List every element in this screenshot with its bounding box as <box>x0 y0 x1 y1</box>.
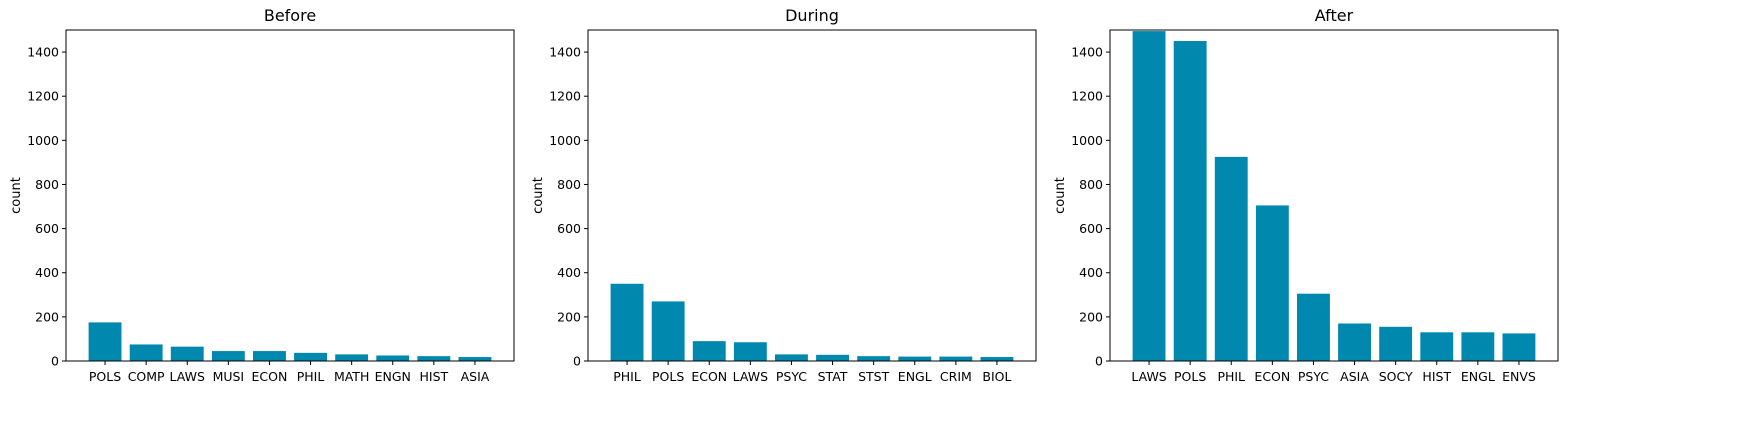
bar-laws <box>733 342 767 361</box>
bar-crim <box>939 356 973 361</box>
bar-stat <box>816 354 849 361</box>
bar-phil <box>1214 156 1248 361</box>
bar-engl <box>1461 332 1495 361</box>
x-tick-label: PSYC <box>1298 369 1329 384</box>
x-tick-label: POLS <box>1174 369 1206 384</box>
y-tick-label: 1200 <box>549 89 581 104</box>
x-tick-label: ENVS <box>1502 369 1536 384</box>
x-tick-label: CRIM <box>940 369 972 384</box>
y-axis-label: count <box>1053 177 1068 214</box>
y-tick-label: 1000 <box>27 133 59 148</box>
x-tick-label: POLS <box>652 369 684 384</box>
x-tick-label: ENGN <box>375 369 411 384</box>
x-tick-label: LAWS <box>170 369 205 384</box>
bar-hist <box>417 356 451 361</box>
bar-pols <box>88 322 122 361</box>
y-tick-label: 0 <box>573 354 581 369</box>
x-tick-label: HIST <box>420 369 449 384</box>
y-tick-label: 600 <box>557 221 581 236</box>
y-tick-label: 0 <box>1095 354 1103 369</box>
x-tick-label: BIOL <box>982 369 1011 384</box>
x-tick-label: MATH <box>334 369 369 384</box>
bar-asia <box>1338 323 1371 361</box>
x-tick-label: SOCY <box>1379 369 1413 384</box>
bar-engn <box>376 355 410 361</box>
bar-econ <box>692 341 726 361</box>
bar-asia <box>458 357 492 361</box>
y-tick-label: 400 <box>557 265 581 280</box>
bar-biol <box>980 357 1014 361</box>
y-tick-label: 1400 <box>549 45 581 60</box>
bar-stst <box>857 356 891 361</box>
x-tick-label: ENGL <box>898 369 932 384</box>
y-tick-label: 600 <box>1079 221 1103 236</box>
bar-pols <box>651 301 685 361</box>
x-tick-label: STST <box>858 369 890 384</box>
x-tick-label: PHIL <box>1217 369 1245 384</box>
chart-title: Before <box>264 6 316 25</box>
bar-psyc <box>1297 293 1330 361</box>
bar-math <box>335 354 369 361</box>
x-tick-label: MUSI <box>213 369 245 384</box>
y-tick-label: 200 <box>557 309 581 324</box>
bar-hist <box>1420 332 1454 361</box>
bar-laws <box>170 346 204 361</box>
x-tick-label: PHIL <box>613 369 641 384</box>
bar-socy <box>1379 326 1413 361</box>
x-tick-label: ECON <box>691 369 727 384</box>
x-tick-label: HIST <box>1422 369 1451 384</box>
x-tick-label: PHIL <box>297 369 325 384</box>
bar-pols <box>1173 41 1207 361</box>
y-tick-label: 1000 <box>1071 133 1103 148</box>
plot-frame <box>1109 29 1559 362</box>
y-tick-label: 400 <box>35 265 59 280</box>
y-tick-label: 600 <box>35 221 59 236</box>
x-tick-label: ASIA <box>1340 369 1369 384</box>
y-tick-label: 200 <box>1079 309 1103 324</box>
bar-econ <box>253 351 286 361</box>
y-tick-label: 1000 <box>549 133 581 148</box>
y-axis-label: count <box>531 177 546 214</box>
y-tick-label: 1200 <box>1071 89 1103 104</box>
y-tick-label: 800 <box>35 177 59 192</box>
bar-phil <box>294 352 327 361</box>
before-panel: 0 200 400 600 800 1000 1200 1400 POLS COMP LAWS MUS… <box>9 6 515 384</box>
x-tick-label: LAWS <box>733 369 768 384</box>
bar-engl <box>898 356 932 361</box>
bar-envs <box>1502 333 1536 361</box>
x-tick-label: COMP <box>128 369 165 384</box>
x-tick-label: POLS <box>89 369 121 384</box>
bar-comp <box>129 344 163 361</box>
x-tick-label: STAT <box>818 369 848 384</box>
y-tick-label: 800 <box>557 177 581 192</box>
bar-phil <box>610 283 644 361</box>
during-panel: 0 200 400 600 800 1000 1200 1400 PHIL POLS ECON LAW… <box>531 6 1037 384</box>
bar-psyc <box>775 354 808 361</box>
bar-musi <box>211 351 245 361</box>
after-panel: 0 200 400 600 800 1000 1200 1400 LAWS POLS PHIL ECO… <box>1053 6 1559 384</box>
y-tick-label: 800 <box>1079 177 1103 192</box>
bar-laws <box>1132 31 1166 361</box>
x-tick-label: ECON <box>1254 369 1290 384</box>
y-tick-label: 1400 <box>27 45 59 60</box>
y-tick-label: 200 <box>35 309 59 324</box>
chart-title: After <box>1315 6 1354 25</box>
plot-frame <box>65 29 515 362</box>
bar-econ <box>1255 205 1289 361</box>
chart-title: During <box>785 6 839 25</box>
y-tick-label: 400 <box>1079 265 1103 280</box>
x-tick-label: PSYC <box>776 369 807 384</box>
plot-frame <box>587 29 1037 362</box>
y-tick-label: 0 <box>51 354 59 369</box>
x-tick-label: ECON <box>252 369 288 384</box>
y-tick-label: 1200 <box>27 89 59 104</box>
x-tick-label: ASIA <box>461 369 490 384</box>
y-tick-label: 1400 <box>1071 45 1103 60</box>
x-tick-label: ENGL <box>1461 369 1495 384</box>
y-axis-label: count <box>9 177 24 214</box>
x-tick-label: LAWS <box>1131 369 1166 384</box>
